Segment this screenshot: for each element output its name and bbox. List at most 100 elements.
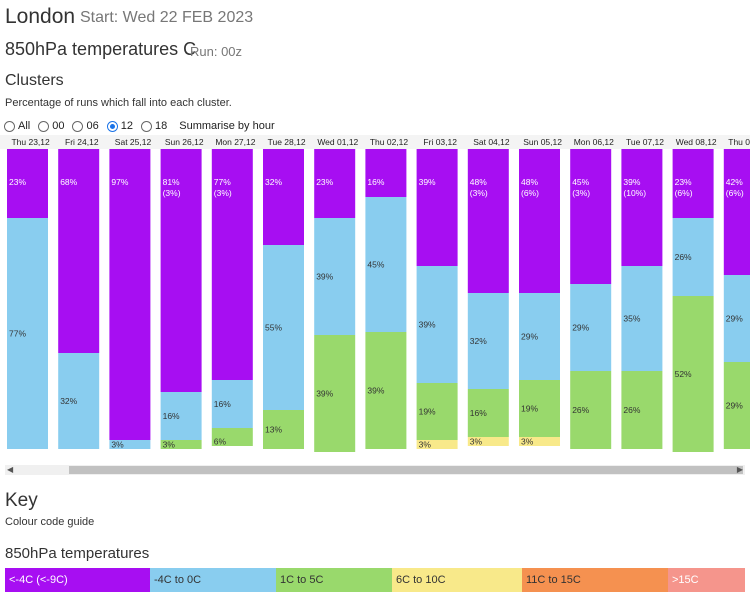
category-label: Thu 02,12 [370, 137, 409, 147]
data-label: 39% [316, 272, 333, 282]
run-option-18[interactable]: 18 [140, 120, 167, 132]
bar-segment [314, 218, 356, 335]
key-temperature-title: 850hPa temperatures [5, 545, 150, 562]
bar-segment [314, 335, 356, 452]
data-label: 97% [111, 177, 128, 187]
bar-segment [365, 197, 407, 332]
category-label: Mon 06,12 [574, 137, 614, 147]
bar-segment [160, 149, 202, 392]
radio-icon[interactable] [4, 120, 15, 132]
bar-segment [467, 389, 509, 437]
data-label: 23% [316, 177, 333, 187]
data-label: 19% [521, 404, 538, 414]
data-label: 42% [726, 177, 743, 187]
data-label: 13% [265, 425, 282, 435]
data-label: 16% [470, 408, 487, 418]
category-label: Sat 25,12 [115, 137, 152, 147]
colour-legend: <-4C (<-9C) -4C to 0C 1C to 5C 6C to 10C 11C… [5, 568, 745, 592]
data-label: (6%) [675, 188, 693, 198]
bar-segment [416, 149, 458, 266]
bar-segment [109, 149, 151, 440]
run-option-06[interactable]: 06 [72, 120, 99, 132]
bar-segment [416, 383, 458, 440]
category-label: Mon 27,12 [215, 137, 255, 147]
run-label: Run: 00z [190, 44, 243, 59]
bar-segment [467, 437, 509, 446]
data-label: 39% [419, 177, 436, 187]
bar-segment [7, 218, 48, 449]
data-label: 23% [675, 177, 692, 187]
category-label: Thu 23,12 [11, 137, 50, 147]
bar-segment [365, 149, 407, 197]
run-option-all[interactable]: All [4, 120, 30, 132]
data-label: 55% [265, 323, 282, 333]
bar-segment [211, 380, 253, 428]
bar-segment [7, 149, 48, 218]
data-label: 16% [214, 399, 231, 409]
data-label: 77% [214, 177, 231, 187]
bar-segment [672, 218, 714, 296]
data-label: (3%) [214, 188, 232, 198]
run-option-00[interactable]: 00 [38, 120, 64, 132]
bar-segment [467, 293, 509, 389]
scroll-right-arrow-icon[interactable]: ▶ [736, 465, 743, 474]
data-label: 45% [572, 177, 589, 187]
scrollbar-thumb[interactable] [69, 466, 743, 474]
data-label: 16% [163, 411, 180, 421]
bar-segment [519, 380, 560, 437]
data-label: 32% [265, 177, 282, 187]
data-label: (10%) [623, 188, 646, 198]
bar-segment [211, 428, 253, 446]
legend-item: -4C to 0C [150, 568, 276, 592]
bar-segment [723, 149, 750, 275]
bar-segment [263, 149, 304, 245]
bar-segment [58, 353, 100, 449]
bar-segment [519, 437, 560, 446]
chart-horizontal-scrollbar[interactable]: ◀ ▶ [5, 465, 745, 475]
radio-icon[interactable] [38, 120, 50, 132]
legend-item: 6C to 10C [392, 568, 522, 592]
data-label: 81% [163, 177, 180, 187]
bar-segment [570, 371, 612, 449]
category-label: Wed 01,12 [317, 137, 358, 147]
data-label: (3%) [572, 188, 590, 198]
radio-icon[interactable] [140, 120, 152, 132]
scroll-left-arrow-icon[interactable]: ◀ [7, 465, 14, 474]
data-label: 3% [163, 440, 176, 450]
clusters-heading: Clusters [5, 72, 64, 89]
bar-segment [211, 149, 253, 380]
data-label: 48% [521, 177, 538, 187]
data-label: 19% [419, 407, 436, 417]
run-selector: All 00 06 12 18 Summarise by hour [4, 120, 275, 132]
key-subtitle: Colour code guide [5, 516, 95, 528]
radio-icon[interactable] [72, 120, 84, 132]
data-label: 68% [60, 177, 77, 187]
parameter-title: 850hPa temperatures C [5, 39, 197, 59]
summarise-by-hour-link[interactable]: Summarise by hour [179, 120, 275, 132]
radio-icon[interactable] [106, 120, 118, 132]
legend-item: 1C to 5C [276, 568, 392, 592]
data-label: 29% [572, 323, 589, 333]
run-option-12[interactable]: 12 [106, 120, 133, 132]
data-label: 26% [623, 405, 640, 415]
cluster-stacked-bar-chart: Thu 23,12 23% 77% Fri 24,12 68% 32% Sat 25,12 9… [0, 135, 750, 452]
bar-segment [672, 296, 714, 452]
start-date: Start: Wed 22 FEB 2023 [80, 9, 254, 26]
data-label: 3% [470, 437, 483, 447]
category-label: Thu 09,12 [728, 137, 750, 147]
category-label: Sun 05,12 [523, 137, 562, 147]
bar-segment [723, 362, 750, 449]
bar-segment [467, 149, 509, 293]
data-label: 39% [316, 389, 333, 399]
data-label: 23% [9, 177, 26, 187]
data-label: 26% [572, 405, 589, 415]
bar-segment [416, 440, 458, 449]
data-label: 3% [521, 437, 534, 447]
bar-segment [519, 293, 560, 380]
bar-segment [263, 410, 304, 449]
data-label: 39% [419, 320, 436, 330]
bar-segment [314, 149, 356, 218]
bar-segment [160, 440, 202, 449]
data-label: (3%) [163, 188, 181, 198]
category-label: Wed 08,12 [676, 137, 717, 147]
